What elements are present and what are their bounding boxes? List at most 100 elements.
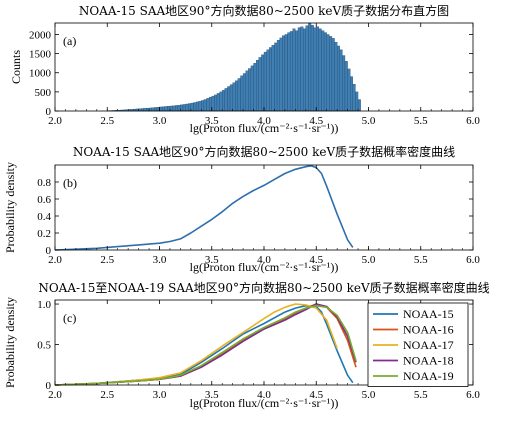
axes-frame bbox=[54, 164, 474, 251]
histogram-bar bbox=[305, 25, 309, 112]
histogram-bar bbox=[287, 32, 291, 112]
legend-label: NOAA-18 bbox=[403, 354, 454, 368]
histogram-bar bbox=[151, 107, 155, 112]
histogram-bar bbox=[242, 73, 246, 112]
x-tick-label: 6.0 bbox=[466, 389, 480, 401]
chart-title: NOAA-15 SAA地区90°方向数据80~2500 keV质子数据概率密度曲… bbox=[73, 144, 455, 159]
histogram-bar bbox=[355, 91, 359, 112]
y-tick-label: 0 bbox=[46, 106, 52, 118]
y-tick-label: 1.0 bbox=[37, 299, 51, 311]
x-tick-label: 2.0 bbox=[48, 389, 62, 401]
series-line-noaa-16 bbox=[54, 303, 357, 386]
y-tick-label: 0.4 bbox=[37, 211, 51, 223]
y-axis-label: Probability density bbox=[3, 297, 17, 388]
histogram-bar bbox=[274, 42, 278, 112]
x-tick-label: 5.5 bbox=[414, 115, 428, 127]
legend-label: NOAA-19 bbox=[403, 369, 454, 383]
legend-label: NOAA-15 bbox=[403, 307, 454, 321]
histogram-bar bbox=[224, 88, 228, 112]
histogram-bar bbox=[300, 26, 304, 112]
plot-area bbox=[54, 303, 357, 386]
series-line-noaa-15 bbox=[54, 304, 354, 386]
panel-label: (c) bbox=[63, 311, 76, 325]
histogram-bar bbox=[185, 103, 189, 112]
series-line-noaa-17 bbox=[54, 303, 338, 386]
histogram-bar bbox=[344, 61, 348, 112]
histogram-bar bbox=[193, 102, 197, 112]
x-tick-label: 2.5 bbox=[100, 115, 114, 127]
histogram-bar bbox=[164, 106, 168, 112]
histogram-bar bbox=[284, 34, 288, 112]
histogram-bar bbox=[146, 107, 150, 112]
plot-area bbox=[107, 22, 361, 112]
histogram-bar bbox=[253, 63, 257, 112]
histogram-bar bbox=[321, 30, 325, 112]
x-axis-label: lg(Proton flux/(cm⁻²·s⁻¹·sr⁻¹)) bbox=[190, 260, 339, 274]
histogram-bar bbox=[227, 86, 231, 112]
histogram-bar bbox=[279, 37, 283, 112]
histogram-bar bbox=[177, 104, 181, 112]
y-tick-label: 2000 bbox=[29, 29, 52, 41]
x-axis-label: lg(Proton flux/(cm⁻²·s⁻¹·sr⁻¹)) bbox=[190, 121, 339, 135]
histogram-bar bbox=[342, 55, 346, 112]
panel-label: (b) bbox=[63, 176, 77, 190]
histogram-bar bbox=[313, 27, 317, 112]
histogram-bar bbox=[334, 41, 338, 112]
histogram-bar bbox=[154, 107, 158, 112]
x-tick-label: 5.5 bbox=[414, 389, 428, 401]
chart-panel-2: NOAA-15 SAA地区90°方向数据80~2500 keV质子数据概率密度曲… bbox=[3, 144, 480, 274]
histogram-bar bbox=[258, 57, 262, 112]
histogram-bar bbox=[161, 106, 165, 112]
histogram-bar bbox=[219, 91, 223, 112]
histogram-bar bbox=[352, 84, 356, 112]
y-tick-label: 1500 bbox=[29, 49, 52, 61]
x-tick-label: 4.5 bbox=[309, 115, 323, 127]
histogram-bar bbox=[172, 105, 176, 112]
histogram-bar bbox=[303, 28, 306, 112]
panel-label: (a) bbox=[63, 34, 76, 48]
histogram-bar bbox=[347, 68, 351, 112]
x-tick-label: 5.5 bbox=[414, 254, 428, 266]
histogram-bar bbox=[175, 105, 178, 112]
x-tick-label: 5.0 bbox=[362, 389, 376, 401]
histogram-bar bbox=[357, 99, 361, 112]
histogram-bar bbox=[198, 101, 202, 112]
histogram-bar bbox=[235, 80, 239, 112]
histogram-bar bbox=[316, 26, 320, 112]
y-tick-label: 0.6 bbox=[37, 194, 51, 206]
histogram-bar bbox=[263, 51, 267, 112]
histogram-bar bbox=[350, 76, 353, 112]
histogram-bar bbox=[229, 84, 233, 112]
histogram-bar bbox=[339, 49, 343, 112]
x-tick-label: 3.5 bbox=[205, 389, 219, 401]
histogram-bar bbox=[266, 49, 270, 112]
x-tick-label: 2.5 bbox=[100, 254, 114, 266]
histogram-bar bbox=[250, 65, 254, 112]
chart-title: NOAA-15至NOAA-19 SAA地区90°方向数据80~2500 keV质… bbox=[38, 280, 489, 295]
histogram-bar bbox=[292, 28, 296, 112]
series-line-noaa-19 bbox=[54, 304, 357, 386]
histogram-bar bbox=[271, 45, 275, 112]
y-tick-label: 1000 bbox=[29, 68, 52, 80]
histogram-bar bbox=[203, 99, 207, 112]
histogram-bar bbox=[248, 68, 252, 112]
chart-panel-3: NOAA-15至NOAA-19 SAA地区90°方向数据80~2500 keV质… bbox=[3, 280, 490, 410]
y-axis-label: Counts bbox=[9, 50, 23, 84]
histogram-bar bbox=[282, 35, 286, 112]
histogram-bar bbox=[169, 105, 173, 112]
y-tick-label: 0.2 bbox=[37, 228, 51, 240]
histogram-bar bbox=[269, 47, 272, 112]
histogram-bar bbox=[245, 70, 249, 112]
histogram-bar bbox=[167, 106, 171, 112]
histogram-bar bbox=[232, 82, 236, 112]
histogram-bar bbox=[323, 32, 327, 112]
histogram-bar bbox=[261, 54, 265, 112]
series-line bbox=[54, 165, 354, 251]
x-tick-label: 2.0 bbox=[48, 254, 62, 266]
chart-title: NOAA-15 SAA地区90°方向数据80~2500 keV质子数据分布直方图 bbox=[79, 3, 449, 18]
x-tick-label: 3.0 bbox=[153, 389, 167, 401]
x-tick-label: 4.0 bbox=[257, 389, 271, 401]
histogram-bar bbox=[237, 78, 241, 112]
